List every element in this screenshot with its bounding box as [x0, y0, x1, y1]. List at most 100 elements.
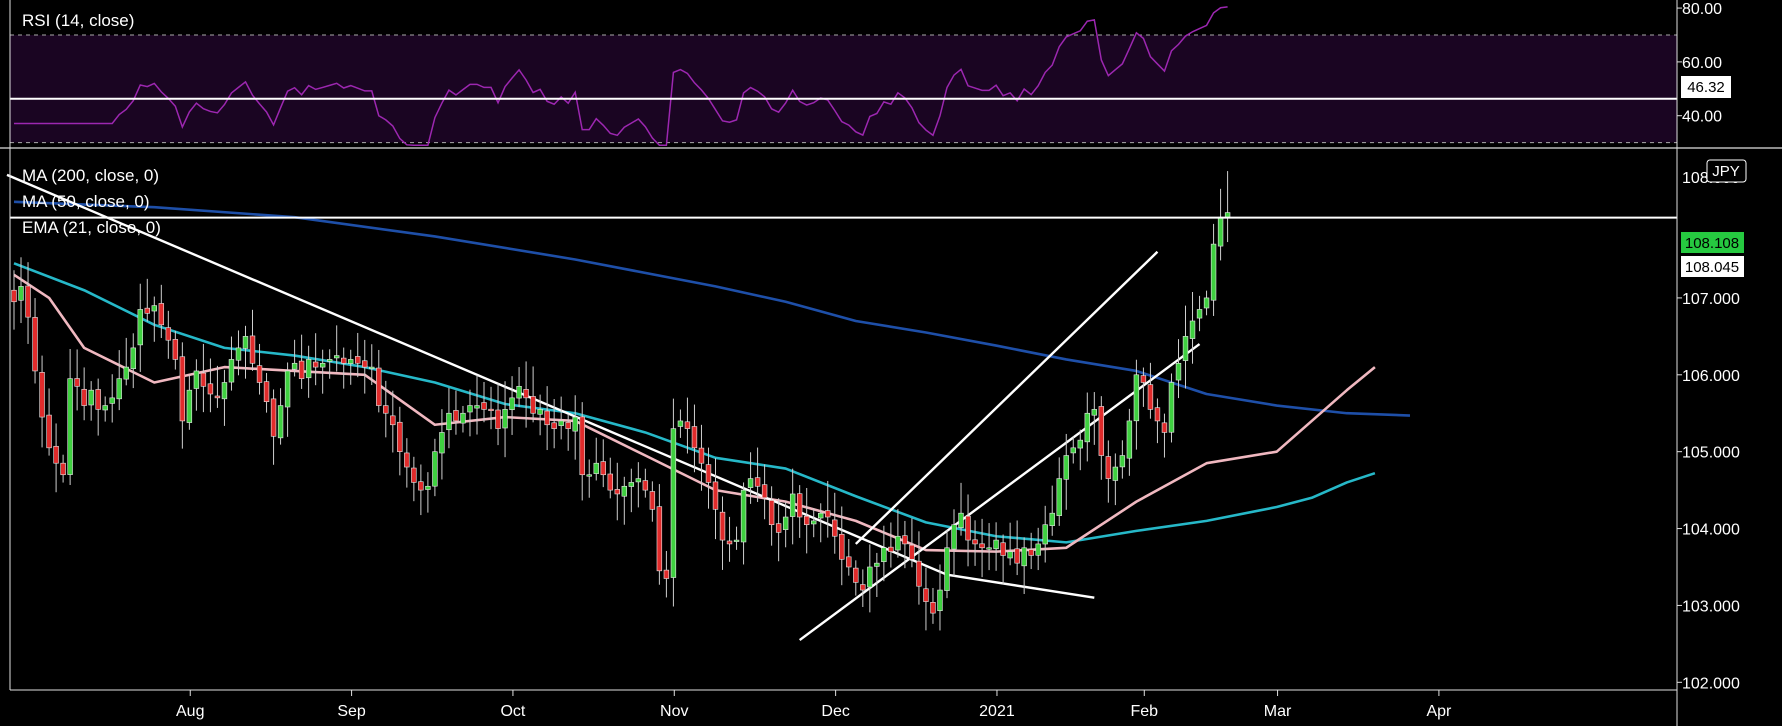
candle-body: [621, 485, 628, 497]
channel-upper[interactable]: [854, 250, 1159, 545]
candle-body: [649, 491, 656, 510]
candle-body: [1007, 551, 1013, 559]
candle-body: [1147, 384, 1154, 410]
price-tick-label: 106.000: [1682, 368, 1740, 385]
candle-body: [11, 289, 17, 303]
candle-body: [116, 378, 122, 400]
candle-body: [551, 422, 557, 429]
candle-body: [32, 317, 38, 372]
candle-body: [628, 482, 635, 487]
candle-body: [263, 381, 270, 403]
candle-body: [663, 569, 670, 579]
channel-lower[interactable]: [798, 343, 1201, 641]
candle-body: [397, 421, 403, 452]
rsi-line: [14, 6, 1228, 147]
candle-body: [369, 366, 375, 369]
candle-body: [965, 515, 971, 541]
time-tick-label: 2021: [979, 703, 1015, 720]
candle-body: [502, 409, 508, 429]
time-axis-ticks: Aug Sep Oct Nov Dec 2021 Feb Mar Apr: [176, 690, 1452, 720]
candle-body: [249, 335, 256, 364]
rsi-pane[interactable]: RSI (14, close) 80.00 60.00 40.00 46.32: [10, 1, 1731, 147]
candle-body: [439, 432, 445, 454]
rsi-value-tag: [1681, 76, 1731, 98]
candle-body: [81, 388, 87, 406]
candle-body: [754, 477, 761, 487]
candle-body: [986, 547, 992, 550]
rsi-tick-label: 60.00: [1682, 55, 1722, 72]
candle-body: [333, 355, 340, 359]
candle-body: [25, 285, 31, 318]
candle-body: [565, 422, 571, 429]
candle-body: [151, 305, 157, 312]
price-tick-label: 102.000: [1682, 675, 1740, 692]
candle-body: [362, 360, 368, 368]
candle-body: [102, 405, 108, 411]
candle-body: [579, 416, 585, 476]
rsi-tick-label: 80.00: [1682, 1, 1722, 18]
candle-body: [312, 361, 319, 368]
candle-body: [123, 366, 129, 380]
candle-body: [1105, 456, 1112, 479]
candle-body: [53, 445, 59, 464]
candle-body: [1210, 243, 1217, 301]
candle-body: [1140, 375, 1147, 383]
candle-body: [1042, 524, 1048, 545]
currency-badge[interactable]: [1706, 159, 1747, 183]
candle-body: [270, 398, 277, 437]
candle-body: [923, 588, 929, 602]
candle-body: [481, 402, 487, 410]
candle-body: [509, 397, 515, 411]
candle-body: [775, 523, 782, 533]
price-pane[interactable]: MA (200, close, 0) MA (50, close, 0) EMA…: [6, 159, 1747, 692]
candle-body: [348, 359, 354, 364]
candle-body: [488, 408, 494, 411]
time-tick-label: Sep: [337, 703, 366, 720]
rsi-band: [10, 34, 1677, 143]
candle-body: [404, 452, 410, 468]
candle-body: [39, 372, 45, 418]
time-tick-label: Mar: [1264, 703, 1292, 720]
candle-body: [733, 539, 740, 542]
candle-body: [144, 307, 150, 314]
candle-body: [726, 540, 733, 545]
legend-ema21: EMA (21, close, 0): [22, 218, 161, 237]
candle-body: [1091, 409, 1098, 416]
candle-body: [172, 339, 179, 360]
candle-body: [305, 359, 312, 379]
candle-body: [74, 378, 80, 387]
candle-body: [691, 426, 698, 449]
candle-body: [1049, 512, 1055, 526]
candle-body: [1161, 422, 1168, 433]
candle-body: [747, 478, 754, 488]
candle-body: [719, 511, 726, 541]
candle-body: [902, 535, 908, 545]
candle-body: [782, 516, 789, 530]
candle-body: [418, 481, 424, 491]
candle-body: [228, 359, 235, 383]
candle-body: [355, 356, 361, 364]
candle-body: [832, 519, 838, 537]
candle-body: [677, 420, 684, 427]
candle-body: [1189, 320, 1196, 339]
candle-body: [544, 410, 550, 426]
level-price-label: 108.045: [1685, 259, 1739, 276]
price-tick-label: 103.000: [1682, 598, 1740, 615]
candle-body: [768, 500, 775, 526]
candle-body: [705, 464, 712, 483]
candle-body: [1217, 216, 1224, 247]
candle-body: [909, 544, 915, 560]
candle-body: [390, 415, 396, 426]
candle-body: [60, 462, 66, 476]
candle-body: [18, 286, 24, 301]
candle-body: [558, 420, 564, 426]
time-tick-label: Dec: [821, 703, 849, 720]
candle-body: [670, 428, 677, 578]
price-tick-label: 104.000: [1682, 522, 1740, 539]
candle-body: [1056, 478, 1062, 516]
last-price-tag: [1681, 232, 1744, 253]
candle-body: [235, 347, 242, 361]
candle-body: [495, 409, 501, 429]
rsi-value-label: 46.32: [1687, 79, 1725, 96]
